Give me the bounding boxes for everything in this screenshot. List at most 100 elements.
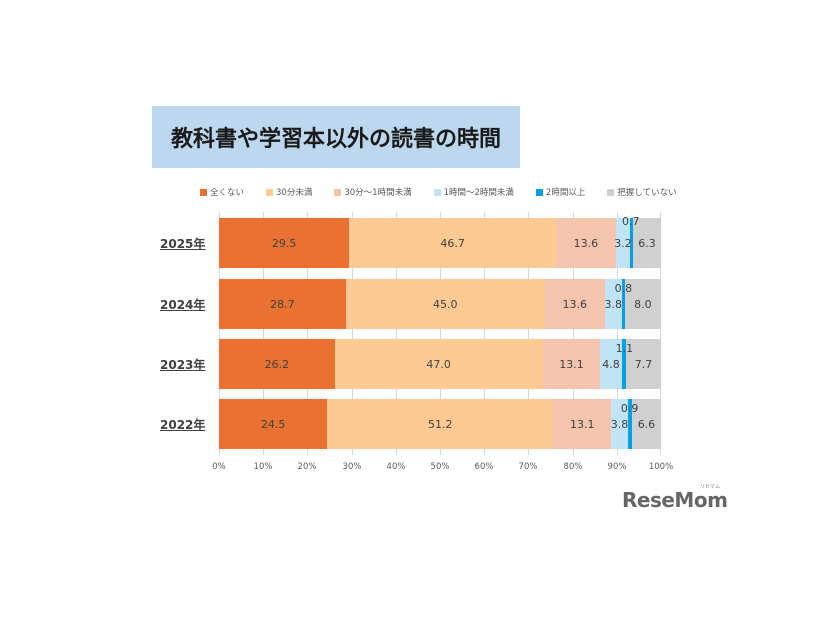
x-tick-label: 0% <box>212 462 226 472</box>
value-label: 1.1 <box>615 342 634 355</box>
bar-segment: 46.7 <box>349 218 556 268</box>
legend-item-30to60: 30分～1時間未満 <box>334 186 412 198</box>
gridline <box>660 212 661 455</box>
chart-title-box: 教科書や学習本以外の読書の時間 <box>152 106 520 168</box>
resemom-logo: ReseMom <box>622 488 728 512</box>
x-tick-label: 30% <box>342 462 362 472</box>
value-label: 24.5 <box>260 417 286 431</box>
value-label: 0.7 <box>622 215 640 228</box>
legend-label: 全くない <box>210 188 245 198</box>
bar-segment: 26.2 <box>219 339 335 389</box>
bar-row-2025: 29.5 46.7 13.6 3.2 0.7 6.3 <box>219 215 661 268</box>
legend-item-unknown: 把握していない <box>607 186 677 198</box>
gridline <box>573 212 574 455</box>
value-label: 13.1 <box>559 357 584 371</box>
legend-label: 2時間以上 <box>545 188 586 198</box>
gridline <box>352 212 353 455</box>
x-tick-label: 90% <box>607 462 627 472</box>
resemom-logo-ruby: リセマム <box>700 484 721 490</box>
bar-segment: 13.1 <box>553 399 612 449</box>
bar-segment: 13.1 <box>542 339 601 389</box>
bar-row-2024: 28.7 45.0 13.6 3.8 0.8 8.0 <box>219 279 661 329</box>
legend-swatch-icon <box>266 188 274 196</box>
legend-label: 1時間～2時間未満 <box>443 188 514 198</box>
bar-segment: 13.6 <box>544 279 605 329</box>
year-label: 2023年 <box>160 358 206 372</box>
value-label: 13.6 <box>573 236 599 250</box>
x-tick-label: 40% <box>386 462 406 472</box>
bar-row-2023: 26.2 47.0 13.1 4.8 1.1 7.7 <box>219 339 661 389</box>
value-label: 13.6 <box>562 297 588 311</box>
bar-segment: 0.9 <box>621 399 638 449</box>
legend-swatch-icon <box>607 188 615 196</box>
legend-label: 30分未満 <box>276 188 313 198</box>
gridline <box>484 212 485 455</box>
bar-row-2022: 24.5 51.2 13.1 3.8 0.9 6.6 <box>219 399 662 449</box>
value-label: 6.6 <box>637 417 656 431</box>
x-tick-label: 20% <box>297 462 317 472</box>
value-label: 8.0 <box>634 297 652 311</box>
plot-area: 29.5 46.7 13.6 3.2 0.7 6.3 28.7 45.0 13.… <box>219 212 662 455</box>
legend-swatch-icon <box>433 188 441 196</box>
value-label: 46.7 <box>440 236 465 250</box>
bar-segment: 0.7 <box>622 215 640 268</box>
value-label: 51.2 <box>427 417 453 431</box>
legend-swatch-icon <box>334 188 342 196</box>
year-label: 2022年 <box>160 418 206 432</box>
value-label: 45.0 <box>433 297 458 311</box>
value-label: 7.7 <box>634 357 653 371</box>
bar-segment: 4.8 <box>600 339 622 389</box>
bar-segment: 6.3 <box>633 218 661 268</box>
legend: 全くない 30分未満 30分～1時間未満 1時間～2時間未満 2時間以上 把握し… <box>200 185 699 199</box>
chart-title: 教科書や学習本以外の読書の時間 <box>170 127 501 152</box>
bar-segment: 1.1 <box>616 339 633 389</box>
bar-segment: 3.2 <box>614 218 632 268</box>
year-label: 2024年 <box>160 298 206 312</box>
x-tick-label: 50% <box>430 462 450 472</box>
value-label: 3.8 <box>604 297 622 311</box>
bar-segment: 47.0 <box>334 339 543 389</box>
x-tick-label: 80% <box>563 462 583 472</box>
x-tick-label: 60% <box>474 462 494 472</box>
bar-segment: 6.6 <box>631 399 662 449</box>
legend-swatch-icon <box>200 188 207 196</box>
legend-item-under30: 30分未満 <box>266 186 312 198</box>
bar-segment: 0.8 <box>615 279 632 329</box>
bar-segment: 45.0 <box>345 279 545 329</box>
value-label: 3.8 <box>610 417 629 431</box>
legend-item-over2h: 2時間以上 <box>535 186 586 198</box>
bar-segment: 51.2 <box>327 399 554 449</box>
value-label: 29.5 <box>271 236 297 250</box>
value-label: 47.0 <box>426 357 451 371</box>
bar-segment: 8.0 <box>625 279 661 329</box>
gridline <box>396 212 397 455</box>
bar-segment: 28.7 <box>219 279 346 329</box>
value-label: 28.7 <box>270 297 295 311</box>
gridline <box>528 212 529 455</box>
value-label: 0.9 <box>620 402 639 415</box>
legend-swatch-icon <box>535 188 543 196</box>
x-tick-label: 70% <box>518 462 538 472</box>
value-label: 3.2 <box>614 236 632 250</box>
value-label: 4.8 <box>602 357 620 371</box>
value-label: 6.3 <box>638 236 656 250</box>
legend-label: 30分～1時間未満 <box>344 188 412 198</box>
year-label: 2025年 <box>160 237 206 251</box>
x-tick-label: 10% <box>253 462 273 472</box>
bar-segment: 13.6 <box>555 218 616 268</box>
bar-segment: 3.8 <box>611 399 628 449</box>
value-label: 26.2 <box>264 357 290 371</box>
value-label: 0.8 <box>614 282 633 295</box>
bar-segment: 29.5 <box>219 218 350 268</box>
gridline <box>440 212 441 455</box>
value-label: 13.1 <box>569 417 595 431</box>
bar-segment: 24.5 <box>219 399 328 449</box>
gridline <box>307 212 308 455</box>
x-tick-label: 100% <box>648 462 674 472</box>
gridline <box>617 212 618 455</box>
legend-label: 把握していない <box>617 188 677 198</box>
bar-segment: 3.8 <box>604 279 622 329</box>
legend-item-none: 全くない <box>200 186 244 198</box>
bar-segment: 7.7 <box>626 339 661 389</box>
gridline <box>263 212 264 455</box>
